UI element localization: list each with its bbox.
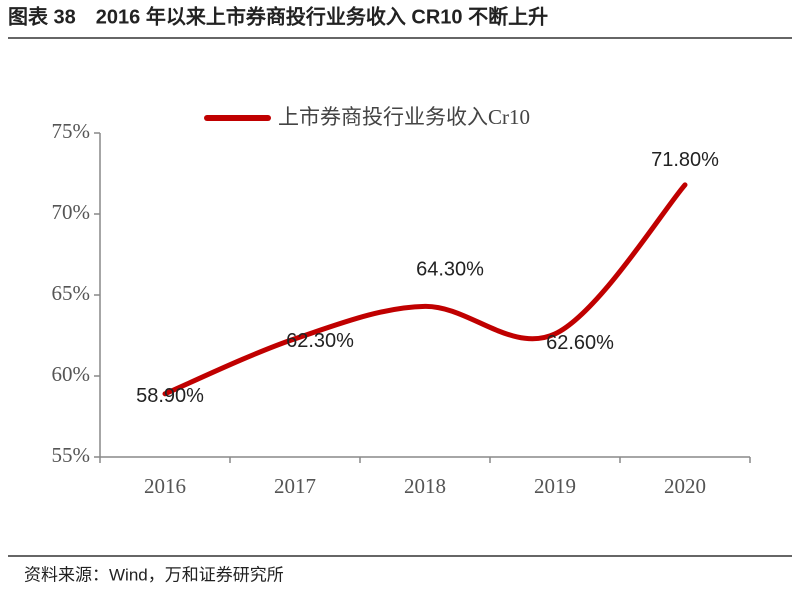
data-label: 62.60% <box>546 332 614 354</box>
x-tick-label: 2018 <box>404 474 446 498</box>
legend-label: 上市券商投行业务收入Cr10 <box>278 105 530 129</box>
y-tick-label: 70% <box>52 200 91 224</box>
y-tick-label: 65% <box>52 281 91 305</box>
data-label: 62.30% <box>286 330 354 352</box>
source: 资料来源：Wind，万和证券研究所 <box>24 565 284 584</box>
x-tick-label: 2019 <box>534 474 576 498</box>
chart-title: 图表 38 2016 年以来上市券商投行业务收入 CR10 不断上升 <box>8 4 548 28</box>
x-tick-label: 2020 <box>664 474 706 498</box>
data-label: 64.30% <box>416 259 484 281</box>
x-tick-label: 2016 <box>144 474 186 498</box>
line <box>162 182 688 397</box>
x-tick-label: 2017 <box>274 474 316 498</box>
y-tick-label: 55% <box>52 443 91 467</box>
data-label: 58.90% <box>136 385 204 407</box>
y-tick-label: 75% <box>52 119 91 143</box>
y-tick-label: 60% <box>52 362 91 386</box>
data-label: 71.80% <box>651 149 719 171</box>
